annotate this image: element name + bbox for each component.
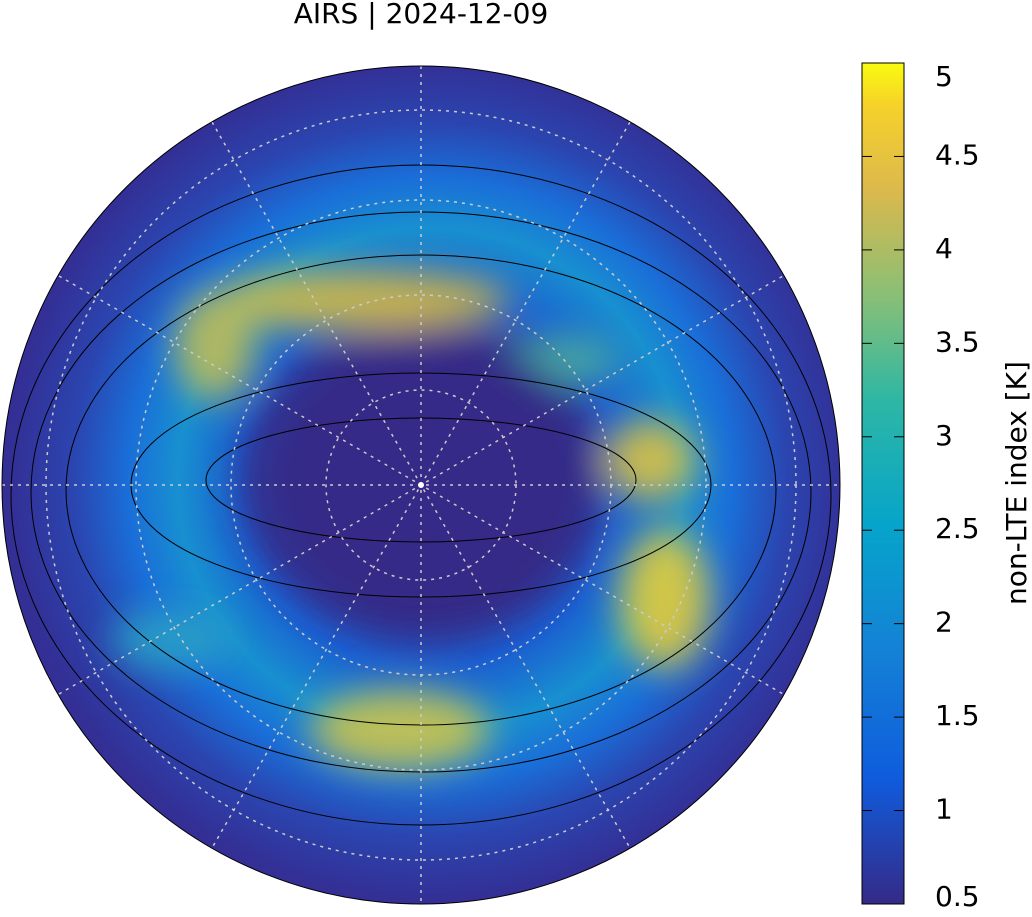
colorbar-tick-label: 2: [935, 606, 953, 639]
title: AIRS | 2024-12-09: [294, 0, 549, 30]
colorbar-tick-label: 3.5: [935, 325, 980, 358]
colorbar-tick-label: 0.5: [935, 880, 980, 913]
colorbar-tick-label: 1.5: [935, 699, 980, 732]
colorbar: [861, 62, 905, 905]
colorbar-tick-label: 4.5: [935, 138, 980, 171]
colorbar-tick-label: 2.5: [935, 512, 980, 545]
colorbar-tick-label: 1: [935, 793, 953, 826]
colorbar-tick-label: 4: [935, 232, 953, 265]
colorbar-tick-label: 5: [935, 60, 953, 93]
map: [2, 66, 840, 904]
map-border: [1, 65, 841, 905]
colorbar-tick-label: 3: [935, 419, 953, 452]
colorbar-label: non-LTE index [K]: [1000, 361, 1032, 605]
